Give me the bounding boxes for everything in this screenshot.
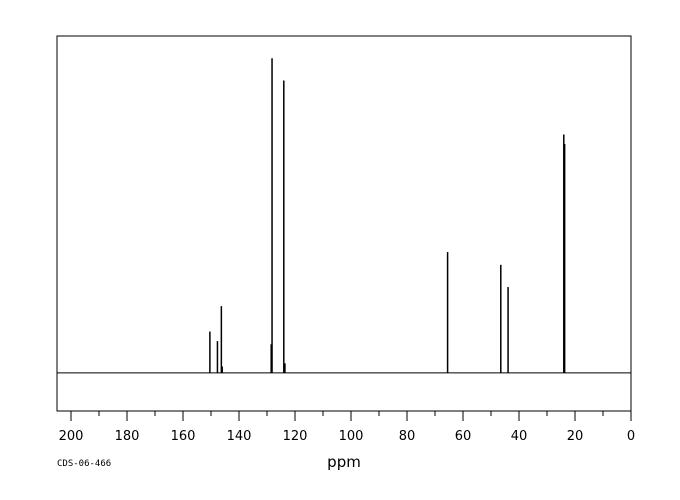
x-tick-label-7: 60 [455, 429, 472, 444]
x-tick-label-6: 80 [399, 429, 416, 444]
x-tick-label-0: 200 [59, 429, 84, 444]
x-axis-title: ppm [327, 453, 361, 471]
x-tick-label-4: 120 [283, 429, 308, 444]
x-tick-label-3: 140 [227, 429, 252, 444]
x-tick-label-1: 180 [115, 429, 140, 444]
x-tick-label-9: 20 [567, 429, 584, 444]
plot-frame [56, 35, 632, 412]
x-tick-label-2: 160 [171, 429, 196, 444]
spectrum-peaks [209, 58, 566, 373]
compound-code-label: CDS-06-466 [57, 459, 111, 469]
x-tick-label-5: 100 [339, 429, 364, 444]
x-tick-label-8: 40 [511, 429, 528, 444]
x-axis-ticks: 200 180 160 140 120 100 80 60 40 20 0 [59, 411, 635, 444]
x-tick-label-10: 0 [627, 429, 635, 444]
